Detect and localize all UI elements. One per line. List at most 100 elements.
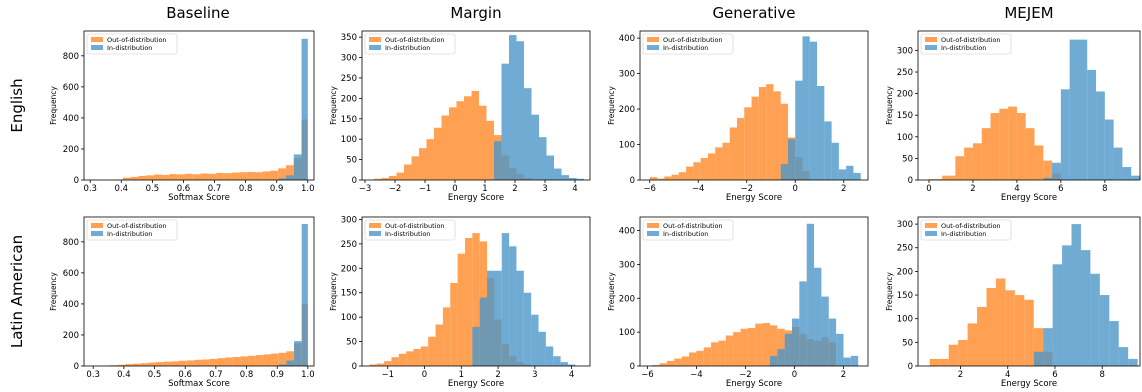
ind-bar bbox=[509, 246, 517, 366]
ind-bar bbox=[1122, 167, 1132, 180]
y-tick-label: 200 bbox=[341, 264, 357, 274]
ood-bar bbox=[384, 361, 392, 366]
y-axis-label: Frequency bbox=[607, 86, 616, 125]
legend-box bbox=[86, 219, 178, 241]
ind-bar bbox=[792, 318, 800, 366]
legend-swatch-ood bbox=[369, 223, 381, 228]
ood-bar bbox=[472, 233, 480, 366]
ind-bar bbox=[546, 155, 554, 180]
legend-swatch-ind bbox=[925, 45, 937, 50]
ind-bar bbox=[1043, 328, 1053, 366]
bars bbox=[928, 39, 1140, 180]
y-tick-label: 800 bbox=[63, 238, 79, 248]
column-title: Baseline bbox=[166, 4, 230, 22]
y-axis-label: Frequency bbox=[49, 86, 58, 125]
ind-bar bbox=[787, 139, 796, 180]
ood-bar bbox=[762, 322, 770, 366]
ind-bar bbox=[1071, 224, 1081, 366]
histogram-panel: −6 −4 −2 0 2 0 100 200 300 400 Energy Score Frequen… bbox=[607, 216, 869, 389]
x-axis-label: Energy Score bbox=[448, 193, 504, 203]
axes-frame bbox=[361, 30, 591, 181]
histogram-panel: 0.3 0.4 0.5 0.6 0.7 0.8 0.9 1.0 0 200 400 600 800 Sof… bbox=[49, 30, 315, 203]
ind-bar bbox=[1104, 119, 1114, 180]
ood-bar bbox=[1014, 295, 1025, 366]
y-tick-label: 0 bbox=[630, 176, 635, 186]
ind-bar bbox=[824, 121, 832, 180]
ood-bar bbox=[441, 115, 449, 180]
x-tick-label: 0.7 bbox=[208, 184, 222, 194]
x-tick-label: 0.5 bbox=[148, 370, 162, 380]
ood-bar bbox=[995, 278, 1006, 366]
histogram-panel: 0 2 4 6 8 0 50 100 150 200 250 300 Energy Score Frequ… bbox=[885, 30, 1141, 203]
y-tick-label: 100 bbox=[619, 328, 635, 338]
ood-bar bbox=[1033, 328, 1044, 366]
ood-bar bbox=[434, 127, 442, 180]
ood-bar bbox=[161, 174, 170, 180]
ood-bar bbox=[185, 173, 193, 180]
ood-bar bbox=[271, 353, 279, 366]
ind-bar bbox=[538, 331, 546, 366]
ind-bar bbox=[799, 281, 807, 366]
ind-bar bbox=[1118, 347, 1129, 366]
ind-bar bbox=[278, 364, 287, 366]
ood-bar bbox=[671, 174, 679, 180]
ood-bar bbox=[981, 128, 991, 180]
ood-bar bbox=[247, 171, 255, 180]
x-tick-label: 0.4 bbox=[115, 184, 129, 194]
legend-swatch-ind bbox=[647, 45, 659, 50]
ind-bar bbox=[301, 38, 308, 180]
ood-bar bbox=[664, 176, 672, 180]
ood-bar bbox=[666, 360, 675, 366]
ood-bar bbox=[1005, 290, 1015, 366]
ood-bar bbox=[1008, 106, 1017, 180]
ood-bar bbox=[208, 173, 217, 180]
axes-frame bbox=[917, 30, 1141, 181]
y-tick-label: 150 bbox=[341, 289, 357, 299]
ind-bar bbox=[780, 164, 788, 180]
x-tick-label: 0.6 bbox=[178, 370, 192, 380]
ood-bar bbox=[942, 175, 956, 180]
ood-bar bbox=[130, 176, 139, 180]
ood-bar bbox=[967, 323, 978, 366]
ood-bar bbox=[122, 177, 131, 180]
legend-swatch-ood bbox=[369, 37, 381, 42]
y-tick-label: 300 bbox=[341, 54, 357, 64]
ood-bar bbox=[286, 351, 295, 366]
y-tick-label: 400 bbox=[63, 300, 79, 310]
y-tick-label: 300 bbox=[619, 260, 635, 270]
x-tick-label: 0 bbox=[452, 184, 457, 194]
ood-bar bbox=[486, 120, 494, 180]
x-tick-label: −4 bbox=[692, 184, 705, 194]
legend-label-ood: Out-of-distribution bbox=[385, 222, 445, 230]
axes-frame bbox=[83, 30, 315, 181]
ind-bar bbox=[479, 297, 488, 366]
ood-bar bbox=[389, 175, 397, 180]
legend-label-ood: Out-of-distribution bbox=[107, 36, 167, 44]
x-tick-label: 4 bbox=[569, 370, 574, 380]
ind-bar bbox=[509, 35, 517, 180]
ood-bar bbox=[928, 179, 943, 180]
x-tick-label: −1 bbox=[381, 370, 394, 380]
ood-bar bbox=[464, 96, 472, 180]
ood-bar bbox=[426, 139, 434, 180]
y-tick-label: 400 bbox=[619, 34, 635, 44]
x-tick-label: −2 bbox=[740, 184, 753, 194]
ood-bar bbox=[171, 361, 180, 366]
y-tick-label: 250 bbox=[341, 74, 357, 84]
legend-label-ood: Out-of-distribution bbox=[941, 222, 1001, 230]
ood-bar bbox=[681, 356, 690, 366]
y-tick-label: 0 bbox=[74, 362, 79, 372]
ood-bar bbox=[231, 172, 240, 180]
x-tick-label: −1 bbox=[419, 184, 432, 194]
row-title: Latin American bbox=[8, 235, 26, 348]
y-tick-label: 200 bbox=[897, 267, 913, 277]
ood-bar bbox=[138, 175, 147, 180]
y-tick-label: 150 bbox=[897, 111, 913, 121]
ood-bar bbox=[652, 364, 660, 366]
x-tick-label: 8 bbox=[1100, 370, 1105, 380]
x-tick-label: 1 bbox=[459, 370, 464, 380]
legend-swatch-ood bbox=[647, 37, 659, 42]
ind-bar bbox=[516, 270, 524, 366]
